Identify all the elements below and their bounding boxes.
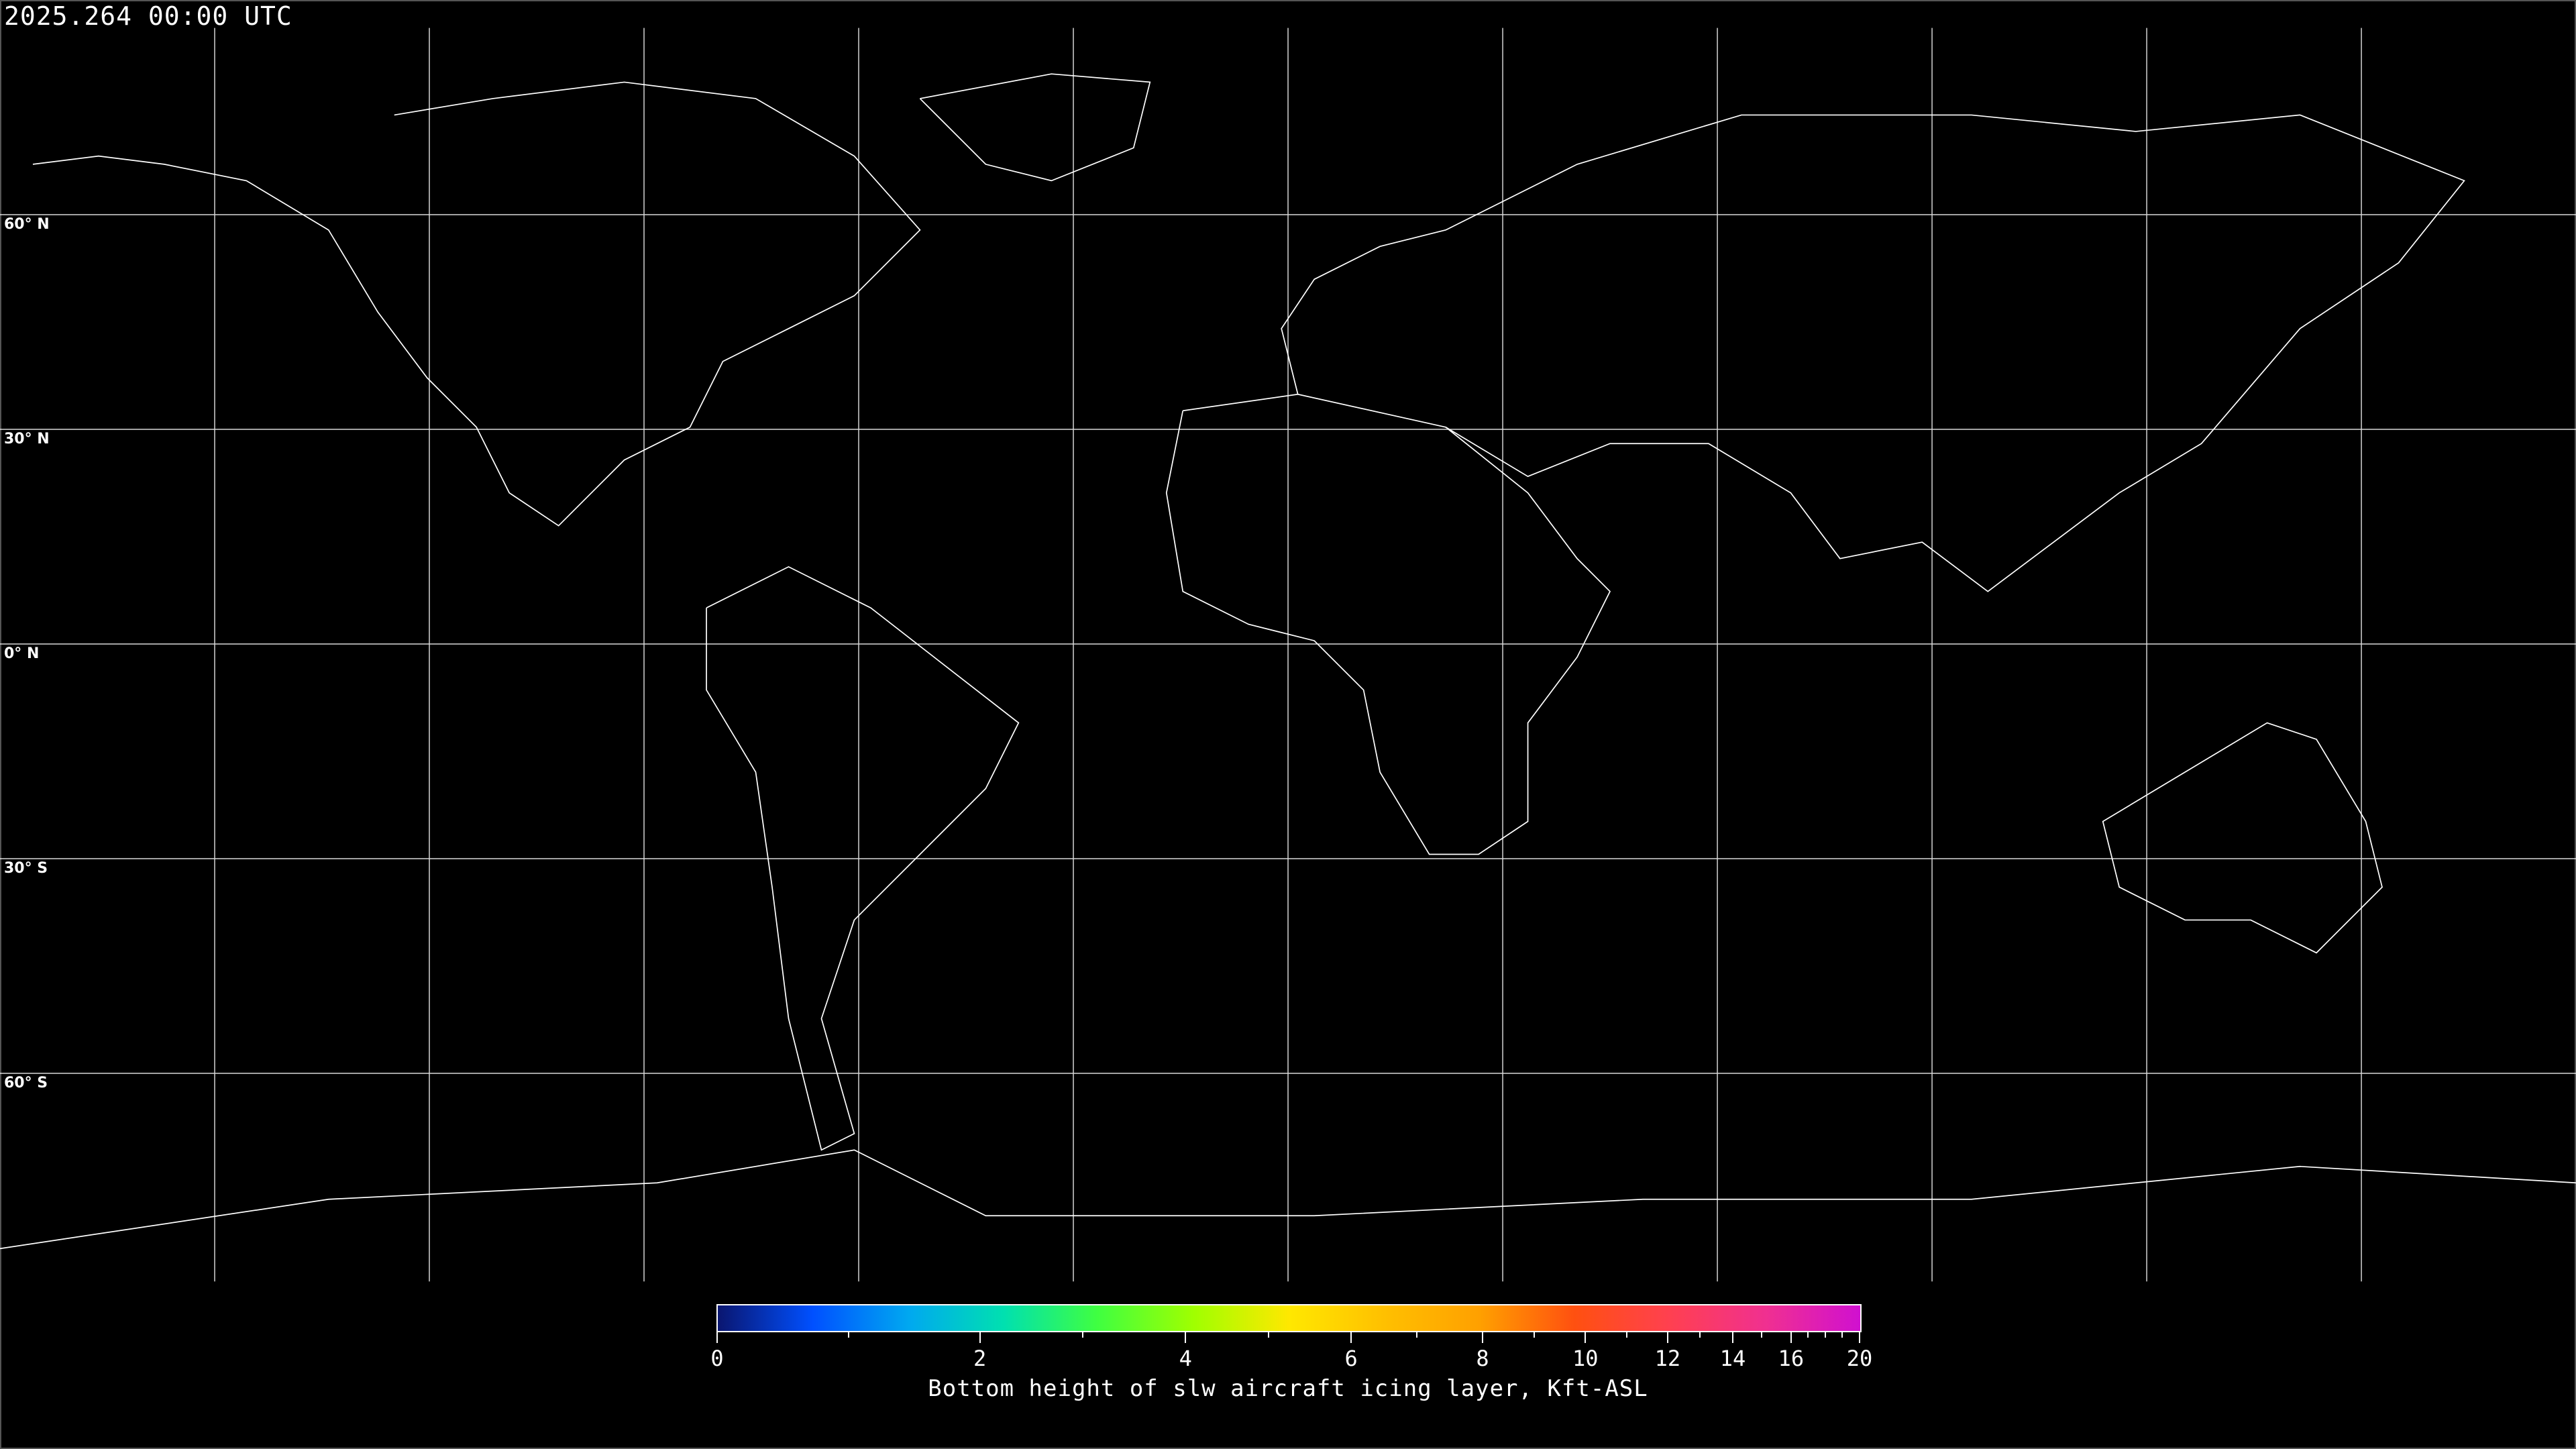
colorbar-major-tick bbox=[1185, 1332, 1187, 1343]
coastline-africa bbox=[1165, 393, 1611, 855]
timestamp-title: 2025.264 00:00 UTC bbox=[4, 1, 292, 31]
colorbar-tick-label: 14 bbox=[1719, 1346, 1746, 1371]
colorbar-minor-tick bbox=[847, 1332, 849, 1338]
colorbar-minor-tick bbox=[1841, 1332, 1843, 1338]
colorbar-tick-label: 2 bbox=[973, 1346, 987, 1371]
colorbar-major-tick bbox=[716, 1332, 718, 1343]
colorbar-ticks: 0 2 4 6 8 10 12 14 16 20 bbox=[710, 1332, 1872, 1373]
colorbar-minor-tick bbox=[1807, 1332, 1809, 1338]
colorbar-tick-label: 20 bbox=[1846, 1346, 1873, 1371]
coastline-north-america bbox=[32, 81, 921, 527]
coastlines bbox=[0, 73, 2576, 1250]
lat-label-60s: 60° S bbox=[4, 1075, 48, 1091]
world-map bbox=[0, 28, 2576, 1282]
colorbar-minor-tick bbox=[1533, 1332, 1535, 1338]
coastline-antarctica bbox=[0, 1149, 2576, 1250]
colorbar-major-tick bbox=[1666, 1332, 1668, 1343]
lat-label-30n: 30° N bbox=[4, 431, 50, 447]
colorbar-major-tick bbox=[1482, 1332, 1483, 1343]
colorbar-minor-tick bbox=[1824, 1332, 1826, 1338]
colorbar-tick-label: 10 bbox=[1572, 1346, 1599, 1371]
colorbar-minor-tick bbox=[1625, 1332, 1627, 1338]
colorbar-tick-label: 6 bbox=[1344, 1346, 1358, 1371]
colorbar-tick-label: 12 bbox=[1654, 1346, 1681, 1371]
colorbar-major-tick bbox=[1790, 1332, 1792, 1343]
coastline-south-america bbox=[706, 566, 1020, 1151]
colorbar-major-tick bbox=[1859, 1332, 1860, 1343]
colorbar-major-tick bbox=[979, 1332, 981, 1343]
colorbar-major-tick bbox=[1585, 1332, 1587, 1343]
colorbar-minor-tick bbox=[1699, 1332, 1701, 1338]
colorbar-minor-tick bbox=[1761, 1332, 1763, 1338]
graticule bbox=[0, 28, 2576, 1282]
coastline-greenland bbox=[919, 73, 1151, 182]
colorbar-tick-label: 0 bbox=[710, 1346, 724, 1371]
colorbar-label: Bottom height of slw aircraft icing laye… bbox=[928, 1375, 1648, 1402]
colorbar-tick-label: 4 bbox=[1179, 1346, 1192, 1371]
colorbar-tick-label: 16 bbox=[1778, 1346, 1805, 1371]
colorbar-minor-tick bbox=[1416, 1332, 1418, 1338]
colorbar bbox=[716, 1304, 1862, 1332]
lat-label-30s: 30° S bbox=[4, 860, 48, 877]
colorbar-minor-tick bbox=[1267, 1332, 1269, 1338]
coastline-australia bbox=[2102, 722, 2383, 954]
colorbar-major-tick bbox=[1350, 1332, 1352, 1343]
lat-label-60n: 60° N bbox=[4, 216, 50, 233]
coastline-eurasia bbox=[1281, 114, 2465, 592]
colorbar-major-tick bbox=[1731, 1332, 1733, 1343]
lat-label-0n: 0° N bbox=[4, 645, 40, 662]
colorbar-tick-label: 8 bbox=[1476, 1346, 1489, 1371]
colorbar-minor-tick bbox=[1081, 1332, 1083, 1338]
